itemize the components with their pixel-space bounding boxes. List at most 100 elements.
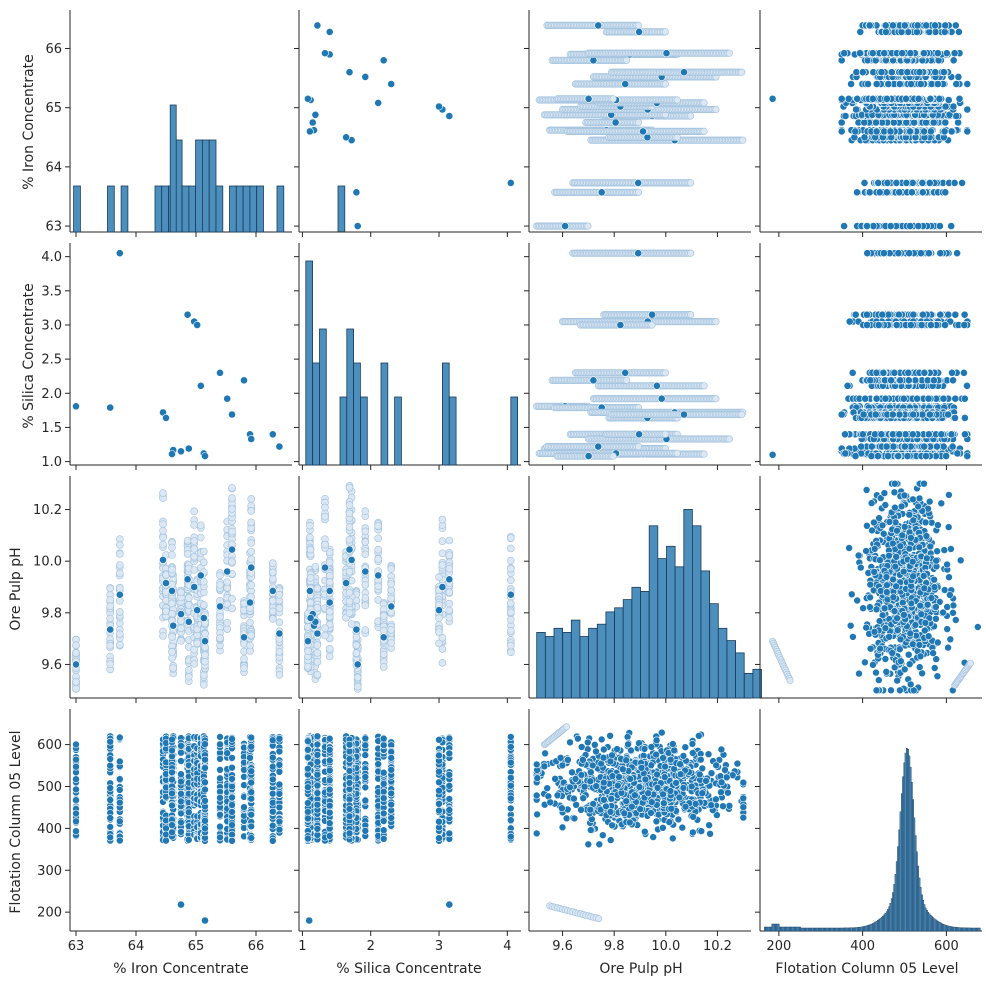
scatter-point [72, 402, 80, 411]
hist-bar [657, 558, 667, 699]
scatter-point [361, 73, 370, 81]
hist-bar [735, 652, 745, 699]
scatter-point [916, 80, 925, 88]
scatter-point [840, 222, 848, 230]
scatter-point [949, 56, 958, 65]
scatter-point [908, 188, 916, 197]
scatter-point [686, 311, 695, 319]
scatter-point [223, 394, 232, 403]
scatter-point [240, 376, 248, 385]
y-tick-label: 2.0 [41, 387, 62, 402]
hist-bar [242, 185, 251, 233]
scatter-point [662, 49, 671, 58]
scatter-point [950, 178, 959, 187]
panel-0-3 [755, 10, 982, 237]
scatter-point [653, 381, 661, 390]
scatter-point [918, 178, 927, 187]
hist-bar [562, 632, 572, 699]
scatter-point [963, 127, 972, 136]
y-tick-label: 2.5 [41, 353, 62, 368]
scatter-point [228, 410, 236, 419]
hist-bar [120, 185, 129, 233]
scatter-point [379, 56, 388, 65]
scatter-point [872, 80, 881, 88]
hist-bar [717, 627, 728, 699]
y-tick-label: 3.5 [41, 284, 62, 299]
scatter-point [634, 21, 643, 30]
scatter-point [639, 127, 647, 136]
hist-bar [73, 185, 81, 233]
hist-bar [107, 185, 115, 233]
scatter-point [906, 127, 914, 136]
hist-bar [195, 139, 203, 233]
scatter-point [609, 95, 617, 103]
scatter-point [868, 94, 877, 103]
scatter-point [942, 49, 951, 58]
scatter-point [902, 94, 910, 103]
hist-bar [614, 607, 624, 699]
scatter-point [840, 49, 849, 58]
y-tick-label: 63 [45, 220, 62, 235]
scatter-point [635, 430, 643, 439]
scatter-point [941, 118, 950, 127]
scatter-point [268, 430, 277, 439]
scatter-point [837, 127, 846, 136]
scatter-point [177, 447, 185, 456]
hist-bar [394, 396, 402, 466]
scatter-point [700, 450, 708, 458]
scatter-point [895, 188, 904, 197]
scatter-point [914, 222, 923, 230]
scatter-point [325, 27, 334, 36]
scatter-point [934, 80, 942, 88]
hist-bar [154, 185, 163, 233]
scatter-point [880, 49, 889, 58]
scatter-point [634, 249, 643, 258]
hist-bar [553, 627, 564, 699]
panel-0-1 [294, 10, 521, 237]
scatter-point [882, 188, 891, 197]
hist-bar [188, 185, 197, 233]
scatter-point [445, 112, 454, 120]
scatter-point [594, 442, 603, 451]
scatter-point [883, 178, 892, 187]
hist-bar [339, 396, 348, 466]
hist-bar [605, 611, 615, 699]
scatter-point [725, 49, 733, 57]
y-tick-label: 64 [45, 160, 62, 175]
scatter-point [886, 127, 895, 136]
hist-bar [229, 185, 237, 233]
scatter-point [196, 381, 205, 390]
scatter-point [193, 321, 202, 329]
scatter-point [115, 249, 124, 258]
scatter-point [621, 368, 630, 377]
hist-bar [579, 636, 590, 699]
hist-bar [312, 362, 320, 466]
scatter-point [915, 68, 924, 77]
y-tick-label: 1.5 [41, 421, 62, 436]
scatter-point [926, 94, 935, 103]
scatter-point [872, 118, 880, 127]
scatter-point [906, 49, 915, 58]
scatter-point [887, 68, 896, 77]
scatter-point [865, 188, 874, 197]
scatter-point [201, 452, 209, 460]
y-tick-label: 3.0 [41, 318, 62, 333]
scatter-point [584, 222, 592, 230]
scatter-point [931, 68, 940, 77]
hist-bar [441, 362, 450, 466]
scatter-point [936, 222, 944, 230]
hist-bar [674, 566, 685, 699]
scatter-point [345, 68, 354, 77]
scatter-point [954, 118, 962, 127]
scatter-point [952, 112, 961, 120]
scatter-point [939, 68, 948, 77]
scatter-point [725, 435, 733, 443]
scatter-point [648, 321, 656, 329]
scatter-point [634, 118, 643, 127]
scatter-point [895, 80, 904, 88]
hist-bar [692, 525, 702, 699]
scatter-point [738, 68, 746, 76]
hist-bar [337, 185, 346, 233]
scatter-point [597, 188, 606, 197]
